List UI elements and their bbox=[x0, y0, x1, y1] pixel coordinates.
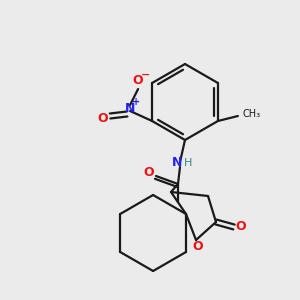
Text: H: H bbox=[184, 158, 192, 168]
Text: N: N bbox=[125, 103, 135, 116]
Text: O: O bbox=[193, 241, 203, 254]
Text: CH₃: CH₃ bbox=[243, 109, 261, 119]
Text: O: O bbox=[98, 112, 108, 125]
Text: +: + bbox=[132, 97, 140, 107]
Text: O: O bbox=[236, 220, 246, 233]
Text: O: O bbox=[144, 167, 154, 179]
Text: O: O bbox=[133, 74, 143, 88]
Text: −: − bbox=[140, 70, 150, 80]
Text: N: N bbox=[172, 157, 182, 169]
